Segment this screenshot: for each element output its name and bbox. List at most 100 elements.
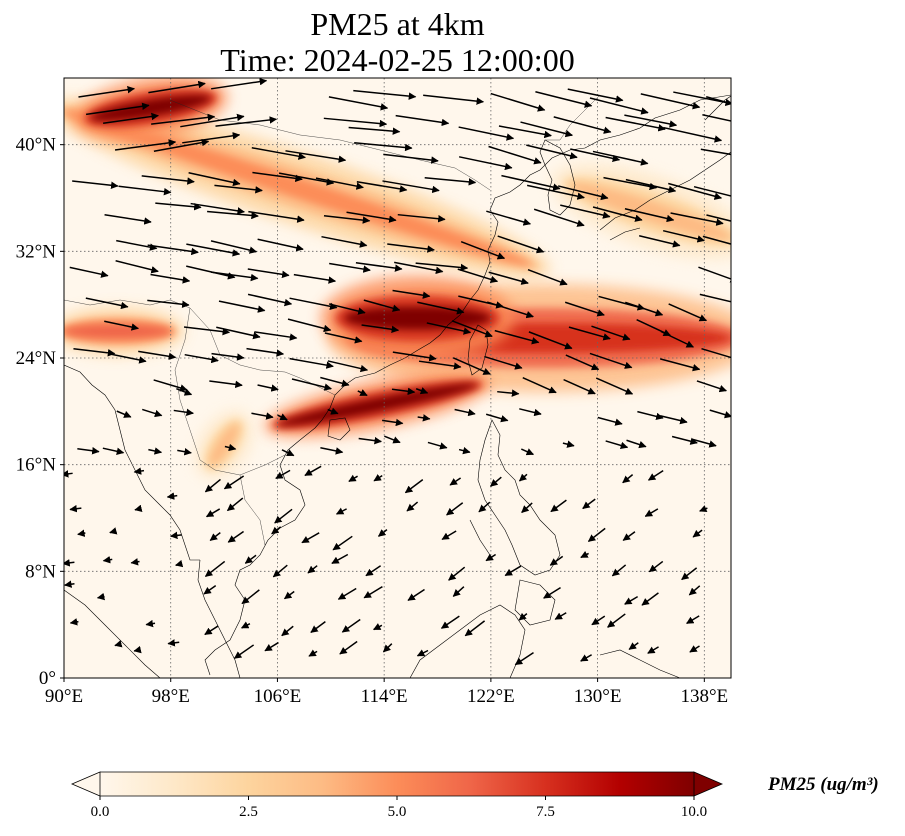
- wind-arrow: [307, 565, 318, 574]
- wind-arrow: [354, 142, 413, 152]
- wind-arrow: [116, 410, 132, 418]
- wind-arrow: [204, 478, 221, 493]
- wind-arrow: [377, 529, 388, 537]
- colorbar-tick-label: 7.5: [536, 804, 555, 820]
- wind-arrow: [175, 559, 184, 568]
- wind-arrow: [528, 331, 573, 350]
- wind-arrow: [133, 467, 145, 475]
- lat-tick-label: 32°N: [16, 241, 57, 262]
- wind-arrow: [446, 502, 464, 516]
- wind-arrow: [271, 526, 282, 535]
- wind-arrow: [457, 268, 499, 284]
- wind-arrow: [176, 387, 193, 396]
- wind-arrow: [449, 477, 462, 486]
- plume-tibet-patch: [64, 307, 185, 356]
- wind-arrow: [440, 615, 460, 629]
- wind-arrow: [184, 353, 219, 364]
- wind-arrow: [257, 238, 304, 252]
- wind-arrow: [701, 347, 731, 359]
- wind-arrow: [353, 89, 417, 100]
- wind-arrow: [328, 96, 389, 111]
- wind-arrow: [337, 587, 357, 600]
- wind-arrow: [647, 646, 659, 654]
- wind-arrow: [244, 554, 257, 564]
- wind-arrow: [114, 640, 123, 648]
- wind-arrow: [624, 207, 675, 223]
- wind-arrow: [550, 499, 567, 513]
- lon-tick-label: 90°E: [45, 686, 83, 707]
- wind-arrow: [69, 504, 82, 513]
- wind-arrow: [190, 202, 245, 215]
- wind-arrow: [486, 301, 534, 319]
- plume-indochina-patch: [195, 410, 253, 479]
- wind-arrow: [114, 139, 177, 151]
- colorbar-low-extend: [70, 771, 101, 797]
- wind-arrow: [107, 352, 147, 364]
- wind-arrow: [210, 240, 258, 254]
- wind-arrow: [277, 413, 288, 421]
- wind-arrow: [115, 260, 159, 274]
- wind-arrow: [407, 588, 425, 601]
- wind-arrow: [209, 380, 243, 389]
- map-frame: [63, 77, 732, 679]
- wind-arrow: [310, 621, 326, 633]
- wind-arrow: [659, 414, 688, 425]
- wind-arrow: [224, 443, 237, 452]
- colorbar-tick-label: 5.0: [388, 804, 407, 820]
- lon-tick-label: 122°E: [467, 686, 515, 707]
- wind-arrow: [696, 380, 728, 393]
- wind-arrow: [182, 132, 241, 144]
- wind-arrow: [514, 651, 534, 666]
- wind-arrow: [628, 642, 639, 650]
- wind-arrow: [702, 113, 731, 122]
- wind-arrow: [323, 215, 371, 224]
- colorbar-high-extend: [693, 771, 724, 797]
- wind-arrow: [427, 441, 448, 450]
- wind-arrow: [589, 352, 633, 369]
- wind-arrow: [417, 301, 465, 315]
- wind-arrow: [275, 469, 291, 480]
- wind-arrow: [526, 144, 578, 160]
- lat-tick-label: 16°N: [16, 455, 57, 476]
- wind-arrow: [327, 360, 369, 373]
- wind-arrow: [301, 532, 320, 544]
- colorbar-tick-label: 2.5: [239, 804, 258, 820]
- plume-yangtze-core: [320, 276, 515, 360]
- wind-arrow: [622, 531, 636, 541]
- wind-arrow: [223, 475, 245, 490]
- wind-arrow: [264, 641, 279, 652]
- wind-arrow: [332, 535, 353, 551]
- wind-arrow: [104, 213, 152, 225]
- wind-arrow: [394, 261, 444, 275]
- wind-arrow: [227, 530, 245, 543]
- wind-arrow: [382, 180, 440, 194]
- wind-arrow: [64, 580, 75, 588]
- wind-arrow: [611, 564, 627, 577]
- wind-arrow: [624, 114, 678, 128]
- wind-arrow: [102, 447, 125, 455]
- wind-arrow: [320, 446, 344, 455]
- wind-arrow: [331, 553, 349, 564]
- borneo-coastline: [409, 604, 526, 678]
- wind-arrow: [153, 138, 210, 152]
- wind-arrow: [641, 592, 659, 606]
- wind-arrow: [166, 492, 178, 500]
- colorbar-tick-label: 10.0: [681, 804, 707, 820]
- wind-arrow: [497, 389, 520, 397]
- wind-arrow: [383, 153, 439, 164]
- wind-arrow: [109, 527, 118, 535]
- wind-arrow: [348, 474, 358, 483]
- wind-arrow: [204, 560, 226, 578]
- wind-arrow: [597, 416, 623, 426]
- wind-arrow: [96, 592, 106, 601]
- wind-arrow: [341, 618, 361, 633]
- wind-arrow: [490, 92, 546, 112]
- wind-arrow: [519, 408, 542, 417]
- wind-arrow: [607, 613, 626, 628]
- wind-arrow: [77, 447, 100, 455]
- wind-arrow: [564, 301, 605, 317]
- wind-arrow: [272, 564, 288, 578]
- map-title-line2: Time: 2024-02-25 12:00:00: [220, 42, 575, 78]
- map-title-line1: PM25 at 4km: [310, 6, 485, 42]
- gridlines: [64, 78, 731, 678]
